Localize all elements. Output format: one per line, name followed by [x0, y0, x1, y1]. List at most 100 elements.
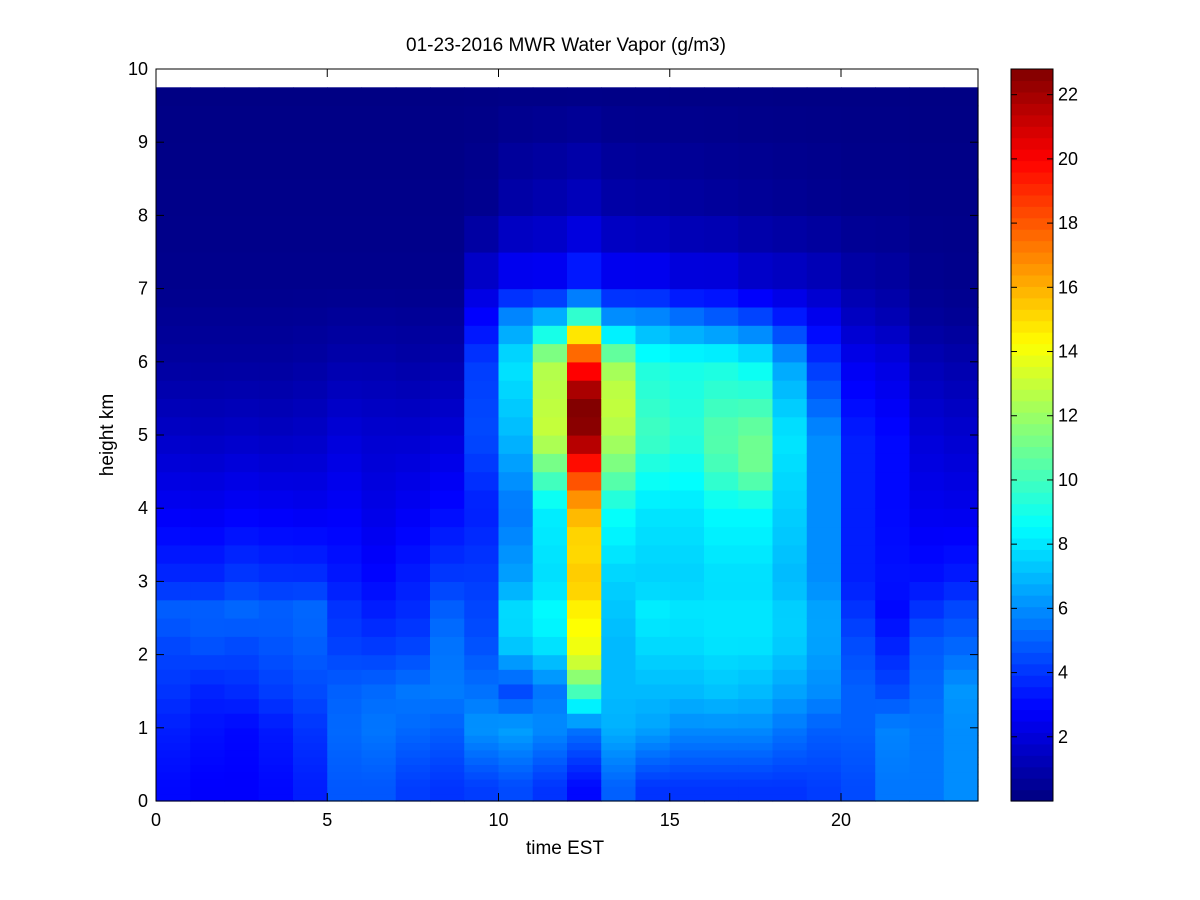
heatmap-cell [635, 563, 671, 582]
heatmap-cell [258, 489, 294, 509]
heatmap-cell [669, 252, 705, 290]
heatmap-cell [738, 654, 774, 670]
heatmap-cell [669, 599, 705, 619]
heatmap-cell [361, 581, 397, 601]
heatmap-cell [841, 713, 876, 729]
heatmap-cell [190, 544, 226, 564]
colorbar-segment [1011, 137, 1053, 150]
heatmap-cell [875, 325, 911, 345]
heatmap-cell [498, 453, 534, 473]
heatmap-cell [293, 618, 328, 637]
heatmap-cell [156, 683, 191, 700]
heatmap-cell [430, 713, 465, 729]
colorbar-segment [1011, 354, 1053, 367]
y-axis: 0 1 2 3 4 5 6 7 8 9 10 [128, 59, 978, 811]
heatmap-cell [601, 669, 637, 685]
heatmap-cell [841, 508, 876, 528]
heatmap-cell [738, 764, 774, 773]
heatmap-cell [772, 361, 808, 381]
heatmap-cell [258, 599, 294, 619]
heatmap-cell [156, 757, 191, 765]
heatmap-cell [738, 742, 774, 751]
heatmap-cell [772, 727, 808, 736]
heatmap-cell [841, 87, 876, 107]
heatmap-cell [430, 749, 465, 758]
heatmap-cell [258, 618, 294, 637]
heatmap-cell [943, 779, 979, 787]
heatmap-cell [567, 343, 602, 363]
heatmap-cell [875, 526, 911, 546]
chart-title: 01-23-2016 MWR Water Vapor (g/m3) [406, 35, 726, 56]
heatmap-cell [293, 508, 328, 528]
heatmap-cell [772, 669, 808, 685]
heatmap-cell [635, 786, 671, 795]
heatmap-cell [772, 599, 808, 619]
heatmap-cell [635, 599, 671, 619]
heatmap-cell [395, 508, 431, 528]
heatmap-cell [430, 361, 465, 381]
colorbar-segment [1011, 332, 1053, 345]
heatmap-cell [943, 742, 979, 751]
heatmap-cell [327, 742, 363, 751]
heatmap-cell [909, 87, 945, 107]
heatmap-cell [635, 398, 671, 418]
heatmap-cell [772, 526, 808, 546]
heatmap-cell [464, 735, 500, 744]
heatmap-cell [875, 771, 911, 780]
heatmap-cell [567, 636, 602, 656]
heatmap-cell [430, 757, 465, 765]
heatmap-cell [635, 713, 671, 729]
heatmap-cell [224, 416, 260, 436]
heatmap-cell [395, 683, 431, 700]
heatmap-cell [464, 742, 500, 751]
heatmap-cell [498, 742, 534, 751]
heatmap-cell [430, 727, 465, 736]
heatmap-cell [875, 779, 911, 787]
heatmap-cell [635, 698, 671, 714]
heatmap-cell [635, 779, 671, 787]
heatmap-cell [841, 526, 876, 546]
x-tick-label: 10 [488, 810, 508, 830]
heatmap-cell [190, 786, 226, 795]
heatmap-cell [806, 288, 842, 308]
heatmap-cell [635, 361, 671, 381]
heatmap-cell [430, 453, 465, 473]
heatmap-cell [532, 526, 568, 546]
heatmap-cell [327, 618, 363, 637]
heatmap-cell [738, 544, 774, 564]
heatmap-cell [669, 325, 705, 345]
heatmap-cell [601, 654, 637, 670]
heatmap-cell [669, 654, 705, 670]
colorbar-segment [1011, 217, 1053, 230]
y-tick-label: 10 [128, 59, 148, 79]
heatmap-cell [875, 581, 911, 601]
heatmap-cell [532, 508, 568, 528]
heatmap-cell [567, 105, 602, 143]
heatmap-cell [669, 793, 705, 802]
heatmap-cell [361, 749, 397, 758]
heatmap-cell [841, 544, 876, 564]
heatmap-cell [943, 749, 979, 758]
heatmap-cell [156, 252, 191, 290]
colorbar-segment [1011, 377, 1053, 390]
heatmap-cell [361, 618, 397, 637]
heatmap-cell [532, 764, 568, 773]
heatmap-cell [430, 698, 465, 714]
heatmap-cell [498, 563, 534, 582]
heatmap-cell [909, 306, 945, 326]
heatmap-cell [909, 581, 945, 601]
colorbar-segment [1011, 400, 1053, 413]
heatmap-cell [156, 526, 191, 546]
heatmap-cell [224, 779, 260, 787]
heatmap-cell [156, 508, 191, 528]
heatmap-cell [293, 779, 328, 787]
heatmap-cell [190, 398, 226, 418]
heatmap-cell [738, 343, 774, 363]
colorbar-segment [1011, 618, 1053, 631]
heatmap-cell [601, 749, 637, 758]
heatmap-cell [567, 87, 602, 107]
heatmap-cell [806, 771, 842, 780]
heatmap-cell [464, 453, 500, 473]
heatmap-cell [224, 654, 260, 670]
heatmap-cell [258, 142, 294, 180]
